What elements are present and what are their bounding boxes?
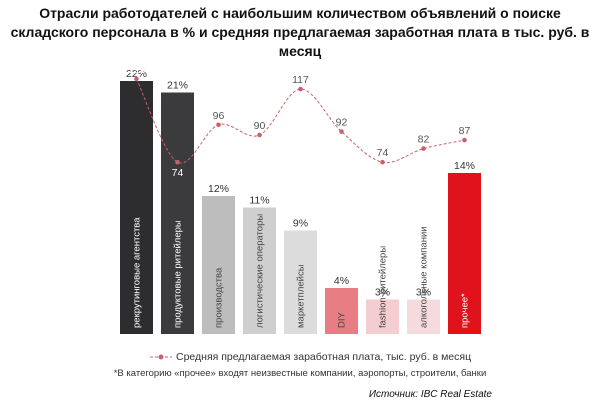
salary-point-5 [339, 129, 344, 134]
bar-value-label-8: 14% [454, 160, 475, 172]
source-note: Источник: IBC Real Estate [368, 389, 492, 400]
bar-value-label-5: 4% [334, 275, 349, 287]
salary-point-1 [175, 159, 180, 165]
bar-7 [407, 299, 440, 334]
salary-point-7 [421, 146, 426, 151]
bar-5 [325, 288, 358, 334]
salary-point-6 [380, 159, 385, 165]
salary-point-2 [216, 122, 221, 128]
bar-0 [120, 81, 153, 334]
salary-point-8 [462, 137, 467, 143]
bar-8 [448, 173, 481, 334]
legend: Средняя предлагаемая заработная плата, т… [150, 350, 471, 364]
category-label-1: продуктовые ритейлеры [173, 220, 184, 328]
bar-3 [243, 207, 276, 334]
bar-value-label-2: 12% [208, 183, 229, 195]
salary-label-8: 87 [459, 125, 471, 137]
salary-label-7: 82 [418, 134, 430, 146]
footnote: *В категорию «прочее» входят неизвестные… [113, 368, 487, 379]
legend-label: Средняя предлагаемая заработная плата, т… [176, 351, 472, 363]
category-label-4: маркетплейсы [296, 264, 307, 328]
category-label-0: рекрутинговые агентства [132, 217, 143, 328]
bar-1 [161, 92, 194, 334]
bar-value-label-0: 22% [126, 68, 147, 80]
bar-value-label-4: 9% [293, 218, 308, 230]
category-label-8: прочее* [460, 293, 471, 328]
bar-value-label-3: 11% [249, 195, 269, 207]
salary-label-5: 92 [336, 117, 348, 129]
legend-line-swatch [150, 354, 172, 360]
salary-label-2: 96 [213, 110, 225, 122]
salary-line [136, 78, 465, 164]
salary-point-0 [134, 76, 139, 82]
salary-label-4: 117 [292, 74, 309, 86]
salary-point-3 [257, 132, 262, 138]
bar-value-label-1: 21% [167, 80, 188, 92]
salary-point-4 [298, 86, 303, 92]
chart-title: Отрасли работодателей с наибольшим колич… [10, 5, 590, 59]
category-label-7: алкогольные компании [419, 226, 430, 328]
category-label-2: производства [214, 267, 225, 328]
salary-label-1: 74 [172, 167, 184, 179]
bar-2 [202, 196, 235, 334]
bar-6 [366, 299, 399, 334]
salary-label-0: 123 [128, 64, 146, 76]
bar-value-label-6: 3% [375, 287, 390, 299]
category-label-6: fashion-ритейлеры [378, 246, 389, 328]
category-label-3: логистические операторы [255, 214, 266, 328]
salary-label-3: 90 [254, 120, 266, 132]
bar-value-label-7: 3% [416, 287, 431, 299]
category-label-5: DIY [337, 312, 348, 329]
bar-4 [284, 230, 317, 334]
salary-label-6: 74 [377, 147, 389, 159]
